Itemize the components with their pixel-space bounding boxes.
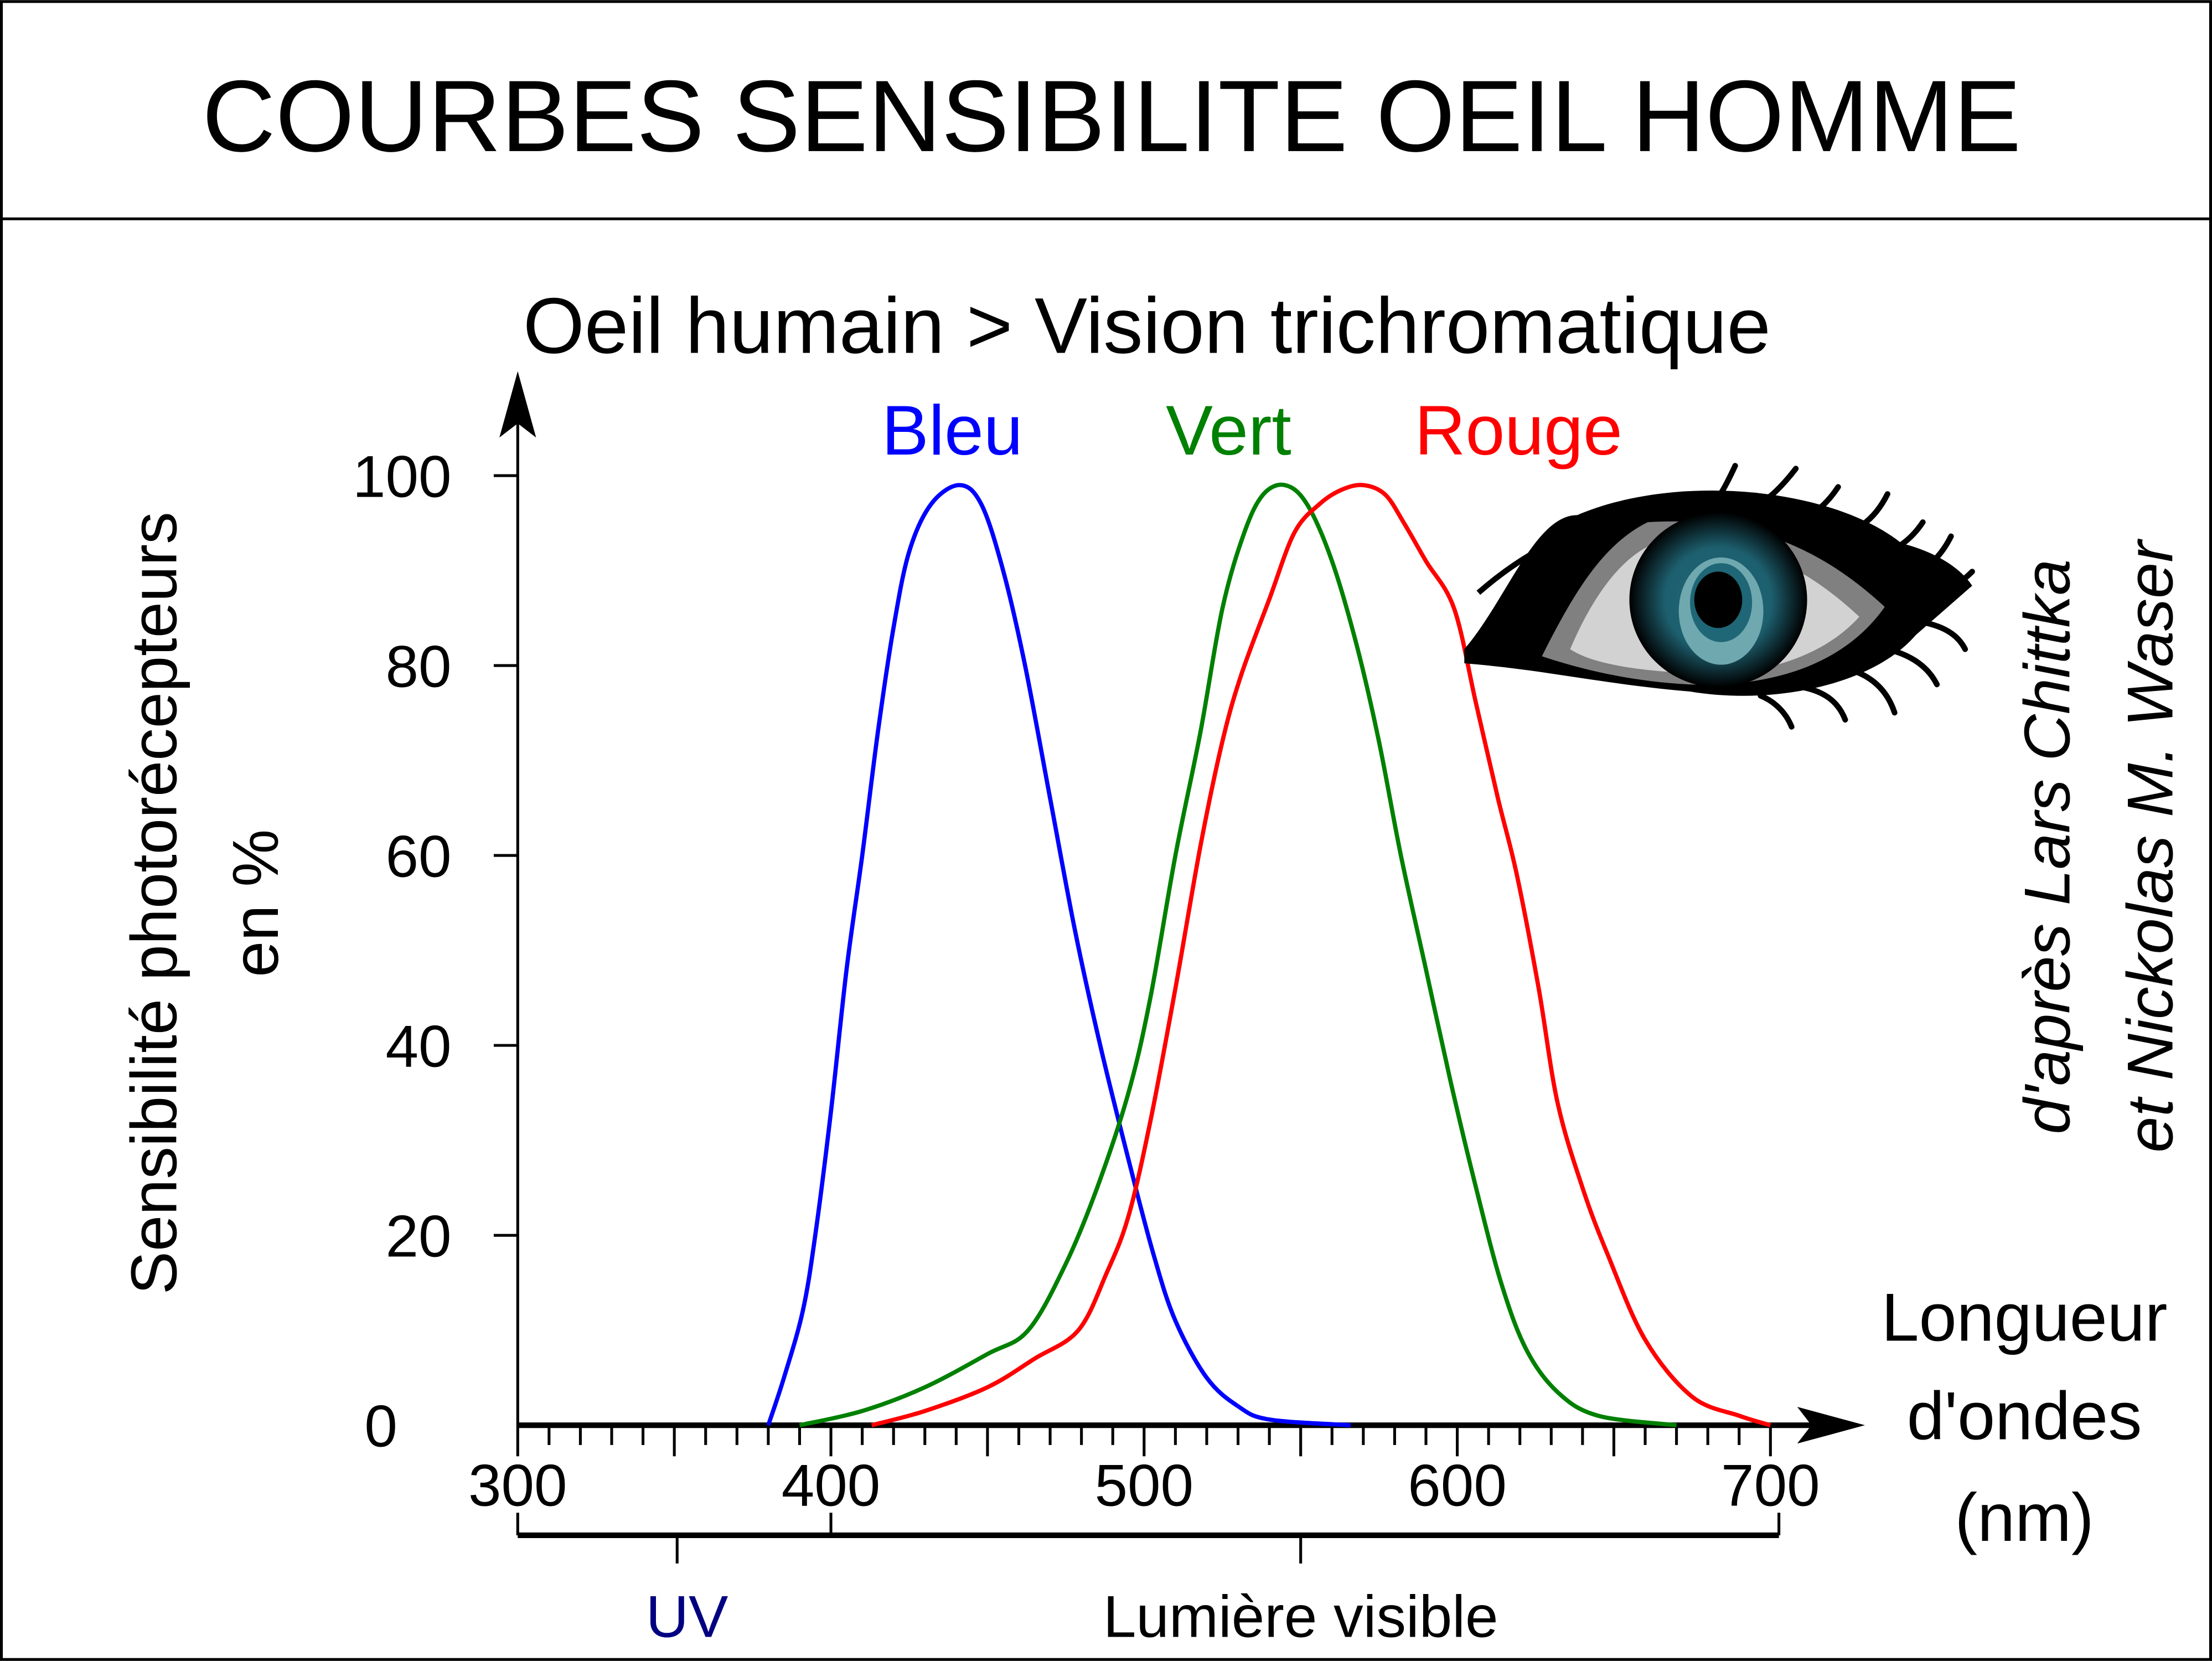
visible-band-label: Lumière visible [1103, 1583, 1498, 1649]
credit-line-1: d'après Lars Chittka [2011, 559, 2084, 1134]
credit-line-2: et Nickolas M. Waser [2114, 539, 2187, 1153]
page-title: COURBES SENSIBILITE OEIL HOMME [202, 59, 2021, 173]
x-axis-arrow-icon [1797, 1407, 1865, 1444]
x-tick-label: 400 [782, 1452, 881, 1518]
wavelength-band-bracket [516, 1513, 1781, 1564]
x-tick-label: 600 [1408, 1452, 1507, 1518]
series-label-bleu: Bleu [882, 391, 1023, 470]
x-axis-label: Longueur d'ondes (nm) [1882, 1279, 2168, 1555]
series-line-rouge [871, 483, 1771, 1427]
y-axis-arrow-icon [499, 371, 536, 438]
y-tick-label: 20 [385, 1203, 451, 1269]
y-tick-label: 40 [385, 1013, 451, 1079]
y-axis-label-unit: en % [219, 829, 292, 977]
y-axis-label: Sensibilité photorécepteurs [118, 512, 190, 1294]
x-axis-label-line: Longueur [1882, 1279, 2168, 1355]
uv-band-label: UV [646, 1583, 728, 1649]
x-axis-label-line: (nm) [1955, 1479, 2094, 1555]
y-tick-label: 60 [385, 823, 451, 889]
chart-title: Oeil humain > Vision trichromatique [523, 282, 1771, 370]
pupil [1694, 571, 1743, 628]
eyelashes-icon [1701, 463, 1975, 730]
series-label-vert: Vert [1166, 391, 1291, 470]
x-tick-label: 700 [1721, 1452, 1820, 1518]
y-tick-label: 80 [385, 633, 451, 699]
x-tick-label: 300 [468, 1452, 567, 1518]
y-tick-label: 0 [364, 1392, 397, 1459]
y-tick-label: 100 [353, 443, 452, 509]
series-line-bleu [766, 483, 1351, 1427]
x-tick-label: 500 [1095, 1452, 1194, 1518]
eye-illustration [1464, 463, 1975, 730]
series-label-rouge: Rouge [1414, 391, 1622, 470]
x-axis-label-line: d'ondes [1907, 1378, 2142, 1454]
series-line-vert [799, 482, 1677, 1427]
